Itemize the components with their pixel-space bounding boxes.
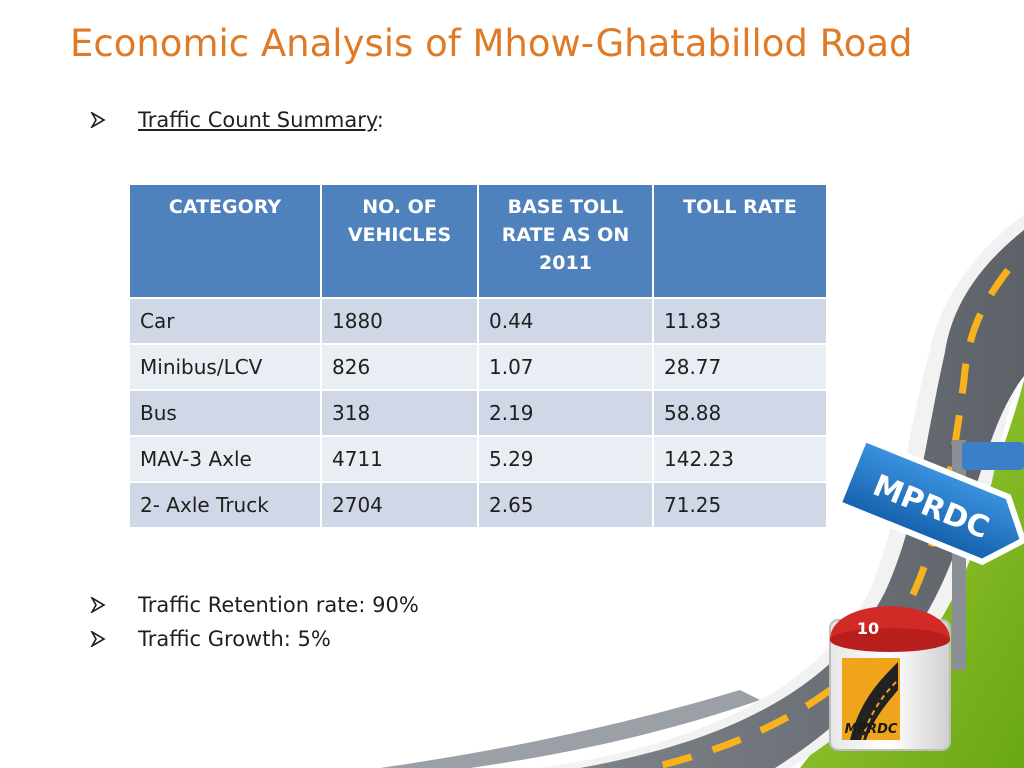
cell-category: Bus: [128, 389, 322, 437]
cell-vehicles: 4711: [320, 435, 479, 483]
header-category: CATEGORY: [128, 183, 322, 299]
cell-toll-rate: 28.77: [652, 343, 828, 391]
bullet-traffic-retention: Traffic Retention rate: 90%: [89, 593, 419, 617]
cell-category: Minibus/LCV: [128, 343, 322, 391]
sign-small-panel: [962, 442, 1024, 470]
cell-base-toll: 2.19: [477, 389, 654, 437]
cell-base-toll: 2.65: [477, 481, 654, 529]
bullet-traffic-count-summary: Traffic Count Summary:: [89, 108, 384, 132]
cell-vehicles: 826: [320, 343, 479, 391]
arrow-bullet-icon: [89, 108, 138, 132]
traffic-retention-text: Traffic Retention rate: 90%: [138, 593, 419, 617]
milestone-number: 10: [857, 619, 879, 638]
cell-toll-rate: 58.88: [652, 389, 828, 437]
traffic-count-table: CATEGORY NO. OF VEHICLES BASE TOLL RATE …: [128, 183, 828, 529]
table-row: Bus 318 2.19 58.88: [128, 389, 828, 437]
table-row: Car 1880 0.44 11.83: [128, 297, 828, 345]
cell-category: 2- Axle Truck: [128, 481, 322, 529]
arrow-bullet-icon: [89, 593, 138, 617]
table-header-row: CATEGORY NO. OF VEHICLES BASE TOLL RATE …: [128, 183, 828, 299]
bullet-traffic-growth: Traffic Growth: 5%: [89, 627, 331, 651]
cell-vehicles: 2704: [320, 481, 479, 529]
cell-toll-rate: 11.83: [652, 297, 828, 345]
cell-toll-rate: 142.23: [652, 435, 828, 483]
arrow-bullet-icon: [89, 627, 138, 651]
traffic-count-summary-label: Traffic Count Summary: [138, 108, 377, 132]
cell-toll-rate: 71.25: [652, 481, 828, 529]
header-no-of-vehicles: NO. OF VEHICLES: [320, 183, 479, 299]
table-row: Minibus/LCV 826 1.07 28.77: [128, 343, 828, 391]
cell-base-toll: 1.07: [477, 343, 654, 391]
grass-area: [800, 380, 1024, 768]
cell-base-toll: 5.29: [477, 435, 654, 483]
table-row: MAV-3 Axle 4711 5.29 142.23: [128, 435, 828, 483]
cell-category: Car: [128, 297, 322, 345]
table-row: 2- Axle Truck 2704 2.65 71.25: [128, 481, 828, 529]
header-base-toll-rate: BASE TOLL RATE AS ON 2011: [477, 183, 654, 299]
header-toll-rate: TOLL RATE: [652, 183, 828, 299]
summary-colon: :: [376, 108, 384, 132]
slide-title: Economic Analysis of Mhow-Ghatabillod Ro…: [70, 22, 913, 65]
cell-category: MAV-3 Axle: [128, 435, 322, 483]
milestone: 10 MPRDC: [829, 606, 951, 751]
milestone-logo-text: MPRDC: [845, 722, 898, 737]
traffic-growth-text: Traffic Growth: 5%: [138, 627, 331, 651]
cell-base-toll: 0.44: [477, 297, 654, 345]
road-lower-curve: [380, 690, 760, 768]
cell-vehicles: 318: [320, 389, 479, 437]
cell-vehicles: 1880: [320, 297, 479, 345]
